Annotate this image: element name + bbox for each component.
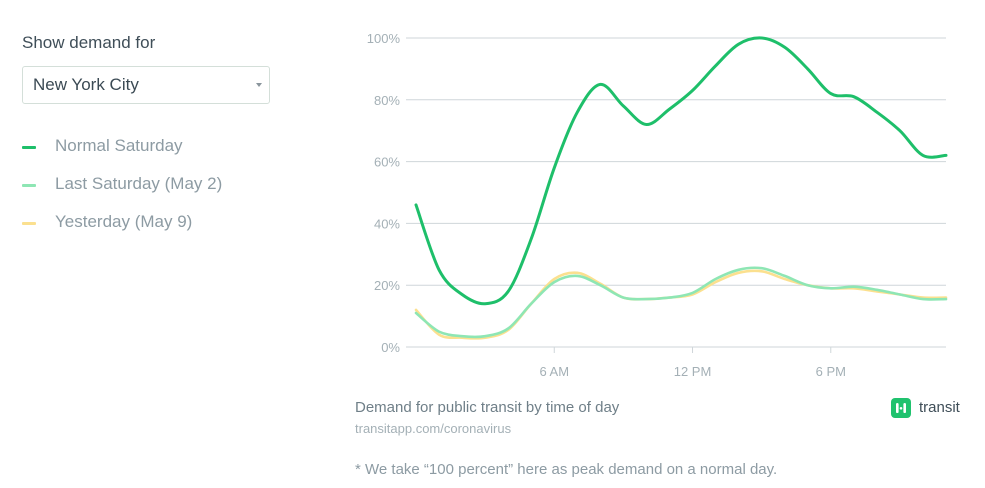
source-link[interactable]: transitapp.com/coronavirus [355,421,512,436]
y-tick-label-60: 60% [374,155,400,170]
y-tick-label-100: 100% [367,31,401,46]
transit-logo-icon [891,398,911,418]
brand-name: transit [919,399,960,416]
series-last-saturday-line [414,266,948,339]
x-tick-label-18: 6 PM [816,364,846,379]
y-tick-label-40: 40% [374,216,400,231]
y-tick-label-80: 80% [374,93,400,108]
legend-swatch-yesterday [22,222,36,225]
chart-caption: Demand for public transit by time of day [355,399,620,416]
city-select-value: New York City [33,75,139,94]
legend-label-last-saturday: Last Saturday (May 2) [55,174,223,193]
legend-label-yesterday: Yesterday (May 9) [55,212,193,231]
demand-chart: 0% 20% 40% 60% 80% 100% 6 AM 12 PM 6 PM [367,31,948,379]
legend-swatch-last-saturday [22,184,36,187]
footnote: * We take “100 percent” here as peak dem… [355,461,778,478]
y-tick-label-0: 0% [381,340,400,355]
y-tick-label-20: 20% [374,278,400,293]
legend-swatch-normal-saturday [22,146,36,149]
demand-chart-svg: 0% 20% 40% 60% 80% 100% 6 AM 12 PM 6 PM [367,31,948,379]
show-demand-label: Show demand for [22,33,156,52]
series-normal-saturday-line [414,36,948,306]
chevron-down-icon[interactable] [256,83,262,87]
x-tick-label-6: 6 AM [539,364,569,379]
city-select[interactable]: New York City [22,66,270,104]
x-tick-label-12: 12 PM [674,364,712,379]
legend-label-normal-saturday: Normal Saturday [55,136,183,155]
series-yesterday-line [414,269,948,340]
